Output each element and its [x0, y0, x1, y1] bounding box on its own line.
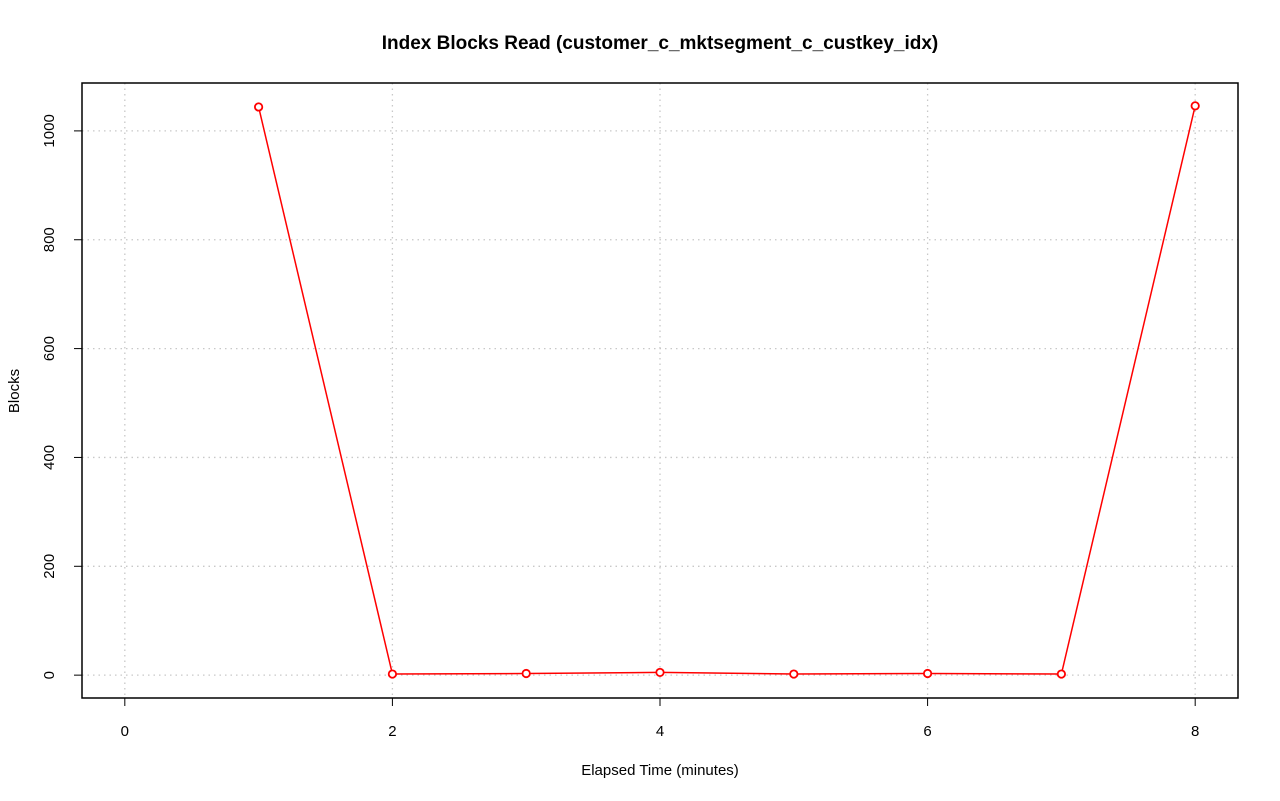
data-point	[254, 102, 264, 112]
x-axis-label: Elapsed Time (minutes)	[581, 762, 739, 779]
x-axis: 0 2 4 6 8	[121, 697, 1199, 740]
data-point	[521, 668, 531, 679]
x-tick-label: 6	[923, 723, 931, 740]
y-tick-label: 600	[41, 336, 58, 361]
x-tick-label: 2	[388, 723, 396, 740]
y-tick-label: 400	[41, 445, 58, 470]
y-tick-label: 1000	[41, 114, 58, 147]
series-line-segment	[793, 672, 928, 675]
y-axis: 0 200 400 600 800 1000	[41, 114, 83, 679]
chart-title: Index Blocks Read (customer_c_mktsegment…	[382, 33, 939, 54]
grid	[82, 83, 1238, 698]
y-axis-label: Blocks	[6, 369, 23, 413]
data-point	[655, 667, 665, 678]
series-line-segment	[927, 672, 1062, 675]
data-point	[387, 669, 398, 679]
series-layer	[254, 101, 1200, 679]
series	[254, 101, 1200, 679]
data-point	[922, 668, 933, 679]
series-line-segment	[392, 672, 527, 675]
data-point	[1190, 101, 1200, 111]
x-tick-label: 0	[121, 723, 129, 740]
series-line-segment	[1060, 105, 1196, 675]
data-point	[1056, 669, 1066, 679]
series-line-segment	[659, 671, 794, 675]
y-tick-label: 200	[41, 554, 58, 579]
series-line-segment	[526, 671, 661, 675]
data-point	[789, 669, 799, 679]
series-line-segment	[257, 106, 394, 675]
x-tick-label: 8	[1191, 723, 1199, 740]
x-tick-label: 4	[656, 723, 664, 740]
y-tick-label: 800	[41, 227, 58, 252]
y-tick-label: 0	[41, 671, 58, 679]
